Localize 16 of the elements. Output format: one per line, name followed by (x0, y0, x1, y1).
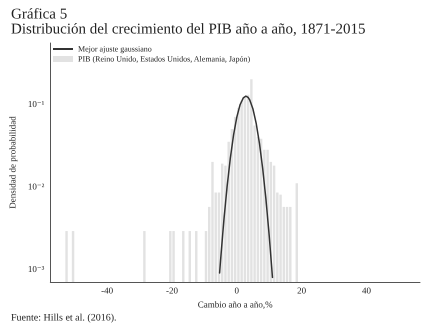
x-tick-label: 20 (297, 286, 307, 296)
line-series (218, 95, 274, 278)
x-tick-label: -40 (101, 286, 114, 296)
chart-title: Gráfica 5 (11, 6, 68, 22)
legend-label: PIB (Reino Unido, Estados Unidos, Alemania, Japón) (78, 54, 251, 64)
y-tick-label: 10⁻¹ (28, 99, 45, 110)
x-tick-label: -20 (166, 286, 178, 296)
x-tick-label: 40 (362, 286, 372, 296)
y-axis-title: Densidad de probabilidad (8, 116, 18, 209)
y-tick-label: 10⁻³ (28, 264, 45, 274)
chart-subtitle: Distribución del crecimiento del PIB año a año, 1871-2015 (11, 22, 366, 38)
x-tick-label: 0 (234, 286, 240, 296)
legend-label: Mejor ajuste gaussiano (78, 44, 152, 54)
source-note: Fuente: Hills et al. (2016). (11, 312, 117, 324)
x-axis-title: Cambio año a año,% (198, 299, 274, 310)
y-tick-label: 10⁻² (28, 182, 45, 192)
